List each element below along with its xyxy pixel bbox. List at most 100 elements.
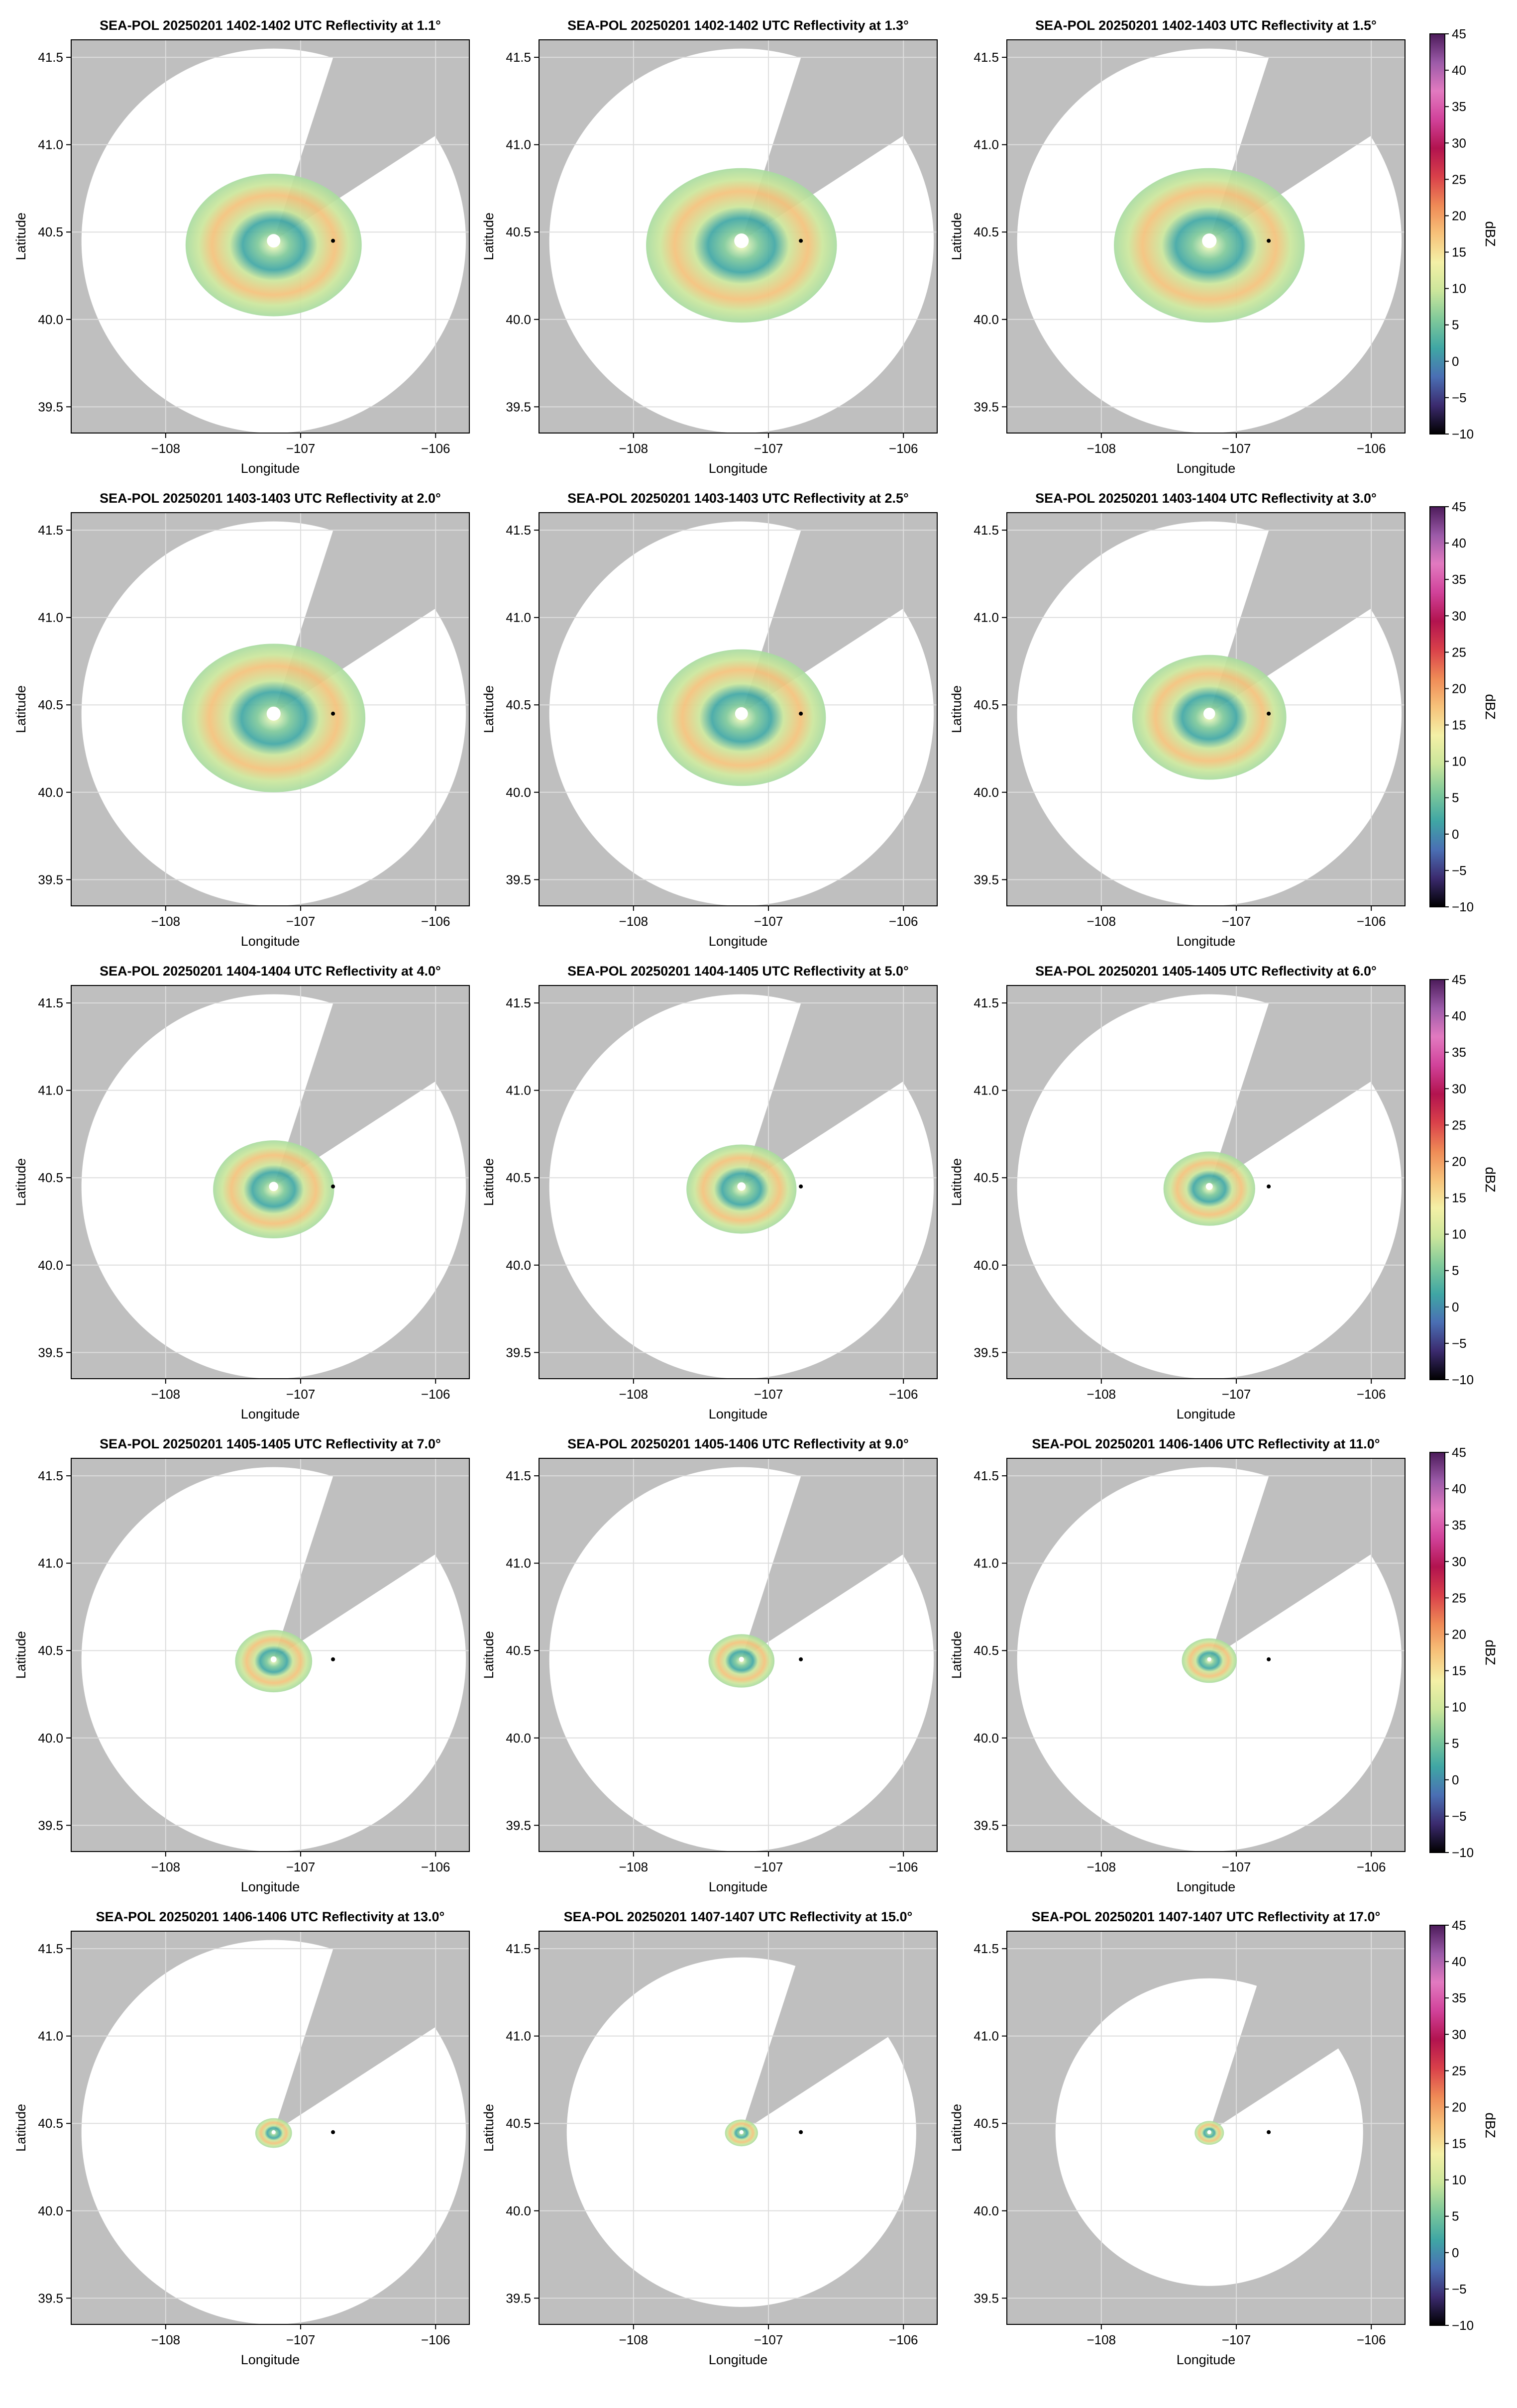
panel-title: SEA-POL 20250201 1405-1406 UTC Reflectiv… <box>567 1436 909 1451</box>
y-tick-label: 40.0 <box>38 2203 63 2218</box>
plot-area <box>539 985 937 1379</box>
colorbar-tick-label: −5 <box>1452 2282 1467 2297</box>
colorbar-tick-label: 35 <box>1452 1518 1466 1532</box>
y-tick-label: 40.0 <box>38 312 63 327</box>
colorbar-tick-label: −10 <box>1452 427 1474 441</box>
x-tick-label: −106 <box>889 914 918 929</box>
colorbar-tick-label: 0 <box>1452 1300 1459 1314</box>
y-tick-label: 40.5 <box>38 224 63 239</box>
axes-frame <box>1006 512 1406 906</box>
y-tick-label: 40.0 <box>506 1258 531 1273</box>
colorbar-tick-label: 35 <box>1452 1990 1466 2005</box>
x-tick-label: −108 <box>619 1860 649 1874</box>
x-tick-label: −106 <box>1357 2332 1386 2347</box>
x-tick-label: −108 <box>1087 2332 1116 2347</box>
colorbar-tick-label: 40 <box>1452 63 1466 78</box>
y-tick-label: 40.0 <box>38 1258 63 1273</box>
colorbar-tick-label: 10 <box>1452 2173 1466 2188</box>
y-tick-label: 41.5 <box>974 995 999 1010</box>
radar-center <box>739 1656 744 1662</box>
y-tick-label: 41.0 <box>974 1556 999 1571</box>
site-marker <box>1267 238 1271 243</box>
x-axis-label: Longitude <box>709 461 768 476</box>
panel-title: SEA-POL 20250201 1407-1407 UTC Reflectiv… <box>564 1909 913 1924</box>
site-marker <box>331 238 335 243</box>
y-axis-label: Latitude <box>949 685 964 733</box>
y-tick-label: 40.5 <box>974 2116 999 2131</box>
colorbar-label: dBZ <box>1483 221 1498 246</box>
panel-title: SEA-POL 20250201 1407-1407 UTC Reflectiv… <box>1032 1909 1381 1924</box>
y-axis-label: Latitude <box>481 1158 496 1206</box>
y-tick-label: 41.0 <box>38 1083 63 1098</box>
colorbar-tick-label: 40 <box>1452 1008 1466 1023</box>
colorbar-tick-label: −5 <box>1452 1336 1467 1351</box>
axes-frame <box>71 1931 470 2325</box>
radar-center <box>270 1656 277 1662</box>
y-tick-label: 40.5 <box>974 1170 999 1185</box>
x-tick-label: −107 <box>1222 2332 1251 2347</box>
x-tick-label: −106 <box>421 441 450 456</box>
x-tick-label: −107 <box>1222 914 1251 929</box>
y-tick-label: 41.5 <box>506 995 531 1010</box>
y-tick-label: 41.5 <box>506 523 531 538</box>
x-tick-label: −106 <box>421 914 450 929</box>
y-tick-label: 41.0 <box>506 1556 531 1571</box>
panel-15: SEA-POL 20250201 1407-1407 UTC Reflectiv… <box>949 1909 1498 2367</box>
panel-6: SEA-POL 20250201 1403-1404 UTC Reflectiv… <box>949 491 1498 949</box>
plot-area <box>1007 1458 1405 1852</box>
colorbar-label: dBZ <box>1483 694 1498 719</box>
y-tick-label: 39.5 <box>506 1818 531 1833</box>
plot-area <box>71 1458 469 1852</box>
radar-center <box>1207 1657 1211 1661</box>
x-axis-label: Longitude <box>1177 2352 1236 2367</box>
colorbar-tick-label: 20 <box>1452 208 1466 223</box>
x-axis-label: Longitude <box>241 1407 300 1422</box>
x-tick-label: −107 <box>1222 1387 1251 1402</box>
colorbar-tick-label: 5 <box>1452 790 1459 805</box>
colorbar-tick-label: −10 <box>1452 2318 1474 2333</box>
x-tick-label: −107 <box>754 1387 783 1402</box>
y-tick-label: 40.0 <box>506 1731 531 1746</box>
panel-title: SEA-POL 20250201 1402-1403 UTC Reflectiv… <box>1035 18 1377 33</box>
panel-title: SEA-POL 20250201 1403-1404 UTC Reflectiv… <box>1035 491 1377 506</box>
colorbar-scale <box>1429 1925 1445 2326</box>
y-tick-label: 40.5 <box>506 1643 531 1658</box>
y-tick-label: 39.5 <box>506 399 531 414</box>
x-tick-label: −106 <box>889 1860 918 1874</box>
site-marker <box>1267 1184 1271 1189</box>
colorbar-tick-label: −10 <box>1452 1372 1474 1387</box>
y-axis-label: Latitude <box>481 1631 496 1679</box>
y-tick-label: 40.0 <box>974 1258 999 1273</box>
panel-title: SEA-POL 20250201 1403-1403 UTC Reflectiv… <box>567 491 909 506</box>
x-tick-label: −108 <box>1087 1387 1116 1402</box>
x-tick-label: −106 <box>889 441 918 456</box>
site-marker <box>1267 711 1271 716</box>
site-marker <box>331 711 335 716</box>
y-tick-label: 41.0 <box>974 610 999 625</box>
x-tick-label: −108 <box>619 1387 649 1402</box>
axes-frame <box>539 512 938 906</box>
colorbar-scale <box>1429 33 1445 435</box>
panel-title: SEA-POL 20250201 1403-1403 UTC Reflectiv… <box>100 491 441 506</box>
y-axis-label: Latitude <box>13 2104 28 2152</box>
x-tick-label: −107 <box>1222 1860 1251 1874</box>
colorbar: 45 40 35 30 25 20 15 10 5 0 −5 −10 dBZ <box>1429 1918 1498 2333</box>
x-axis-label: Longitude <box>1177 1879 1236 1894</box>
y-tick-label: 40.5 <box>38 1170 63 1185</box>
y-tick-label: 40.5 <box>38 697 63 712</box>
plot-area <box>71 985 469 1379</box>
panel-11: SEA-POL 20250201 1405-1406 UTC Reflectiv… <box>481 1436 938 1894</box>
panel-title: SEA-POL 20250201 1404-1404 UTC Reflectiv… <box>100 964 441 979</box>
radar-center <box>1203 707 1215 720</box>
panel-12: SEA-POL 20250201 1406-1406 UTC Reflectiv… <box>949 1436 1498 1894</box>
panel-3: SEA-POL 20250201 1402-1403 UTC Reflectiv… <box>949 18 1498 476</box>
y-axis-label: Latitude <box>13 685 28 733</box>
panel-title: SEA-POL 20250201 1405-1405 UTC Reflectiv… <box>1035 964 1377 979</box>
colorbar-label: dBZ <box>1483 1640 1498 1665</box>
colorbar-tick-label: 25 <box>1452 1590 1466 1605</box>
plot-area <box>539 40 937 433</box>
panel-8: SEA-POL 20250201 1404-1405 UTC Reflectiv… <box>481 964 938 1422</box>
colorbar-tick-label: 5 <box>1452 1736 1459 1751</box>
x-tick-label: −107 <box>754 2332 783 2347</box>
panel-13: SEA-POL 20250201 1406-1406 UTC Reflectiv… <box>13 1909 470 2367</box>
